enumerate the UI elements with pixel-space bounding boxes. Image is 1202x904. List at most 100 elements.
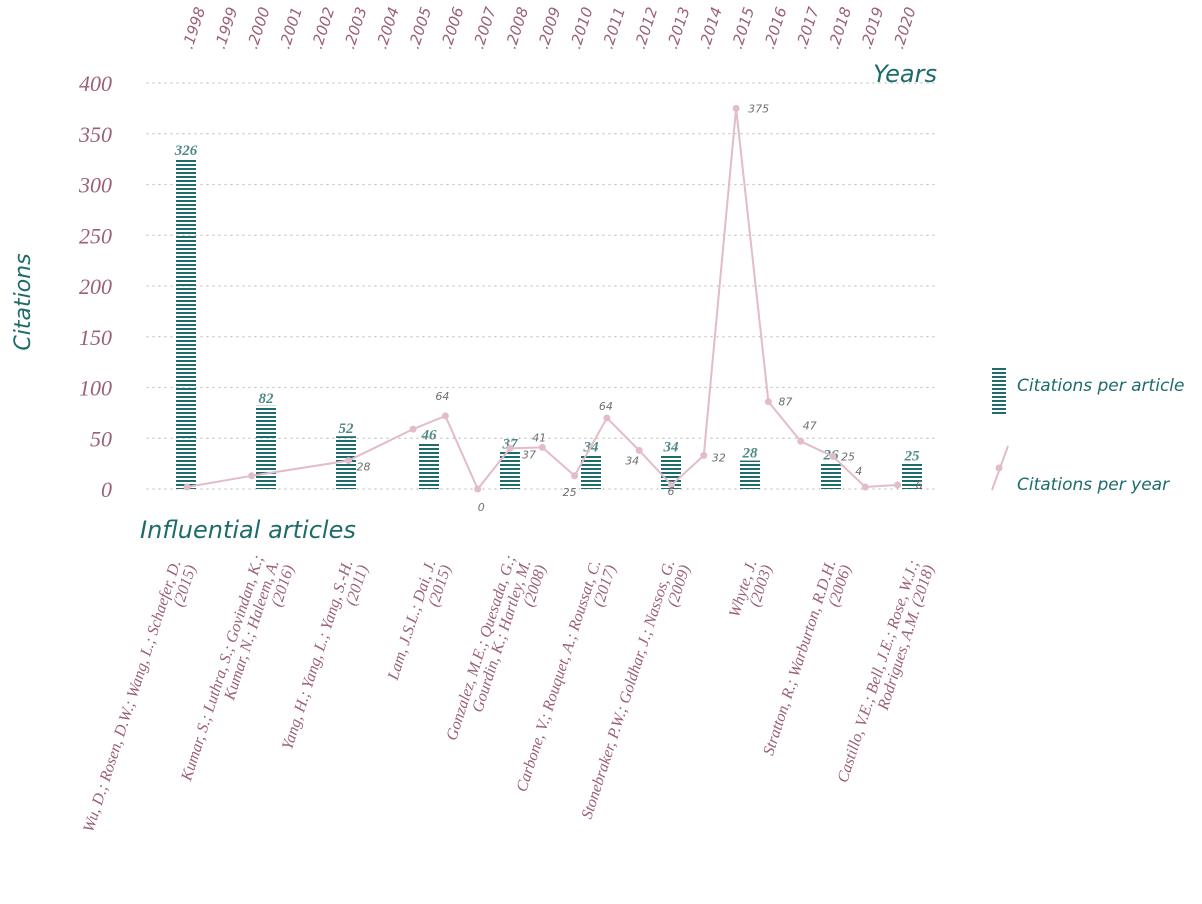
year-tick-label: .2015 xyxy=(728,5,758,51)
line-point xyxy=(894,481,902,489)
year-tick-label: .2007 xyxy=(469,4,500,51)
line-point xyxy=(538,443,546,451)
y-tick-label: 250 xyxy=(79,223,112,248)
line-point xyxy=(668,481,675,489)
line-point xyxy=(603,414,611,422)
bar xyxy=(176,158,196,490)
article-label: Stratton, R.; Warburton, R.D.H.(2006) xyxy=(760,558,855,758)
year-tick-label: .2012 xyxy=(631,5,661,51)
line-point-label: 4 xyxy=(855,465,862,478)
legend-line-marker xyxy=(995,464,1003,472)
line-point-label: 32 xyxy=(712,452,726,465)
line-point xyxy=(183,483,191,491)
line-point xyxy=(506,444,514,452)
y-tick-label: 50 xyxy=(90,426,112,451)
x2-axis-title: Years xyxy=(873,60,937,88)
y-tick-label: 350 xyxy=(78,122,112,147)
year-tick-label: .2000 xyxy=(243,5,273,51)
line-point xyxy=(797,437,805,445)
y-tick-label: 200 xyxy=(79,274,112,299)
year-tick-label: .2002 xyxy=(308,5,338,51)
article-label-line: Gonzalez, M.E.; Quesada, G.; xyxy=(443,553,519,743)
bar-value-label: 46 xyxy=(421,427,438,443)
line-point-label: 28 xyxy=(357,461,371,474)
year-tick-label: .2009 xyxy=(534,5,564,51)
line-point-label: 375 xyxy=(748,102,769,115)
bar xyxy=(902,463,922,489)
line-point xyxy=(248,472,256,480)
article-label: Whyte, J.(2003) xyxy=(726,558,776,619)
year-tick-label: .2001 xyxy=(276,5,306,51)
y-tick-label: 100 xyxy=(79,376,112,401)
line-point xyxy=(764,398,772,406)
year-tick-label: .2017 xyxy=(792,4,823,51)
bar-value-label: 25 xyxy=(904,449,921,465)
year-tick-label: .2010 xyxy=(566,5,596,51)
line-point-label: 34 xyxy=(625,454,639,467)
bar xyxy=(821,462,841,489)
year-tick-label: .2006 xyxy=(437,5,467,51)
article-label-line: Lam, J.S.L.; Dai, J. xyxy=(385,558,440,683)
y-tick-label: 150 xyxy=(79,325,112,350)
year-tick-label: .2003 xyxy=(340,5,370,51)
year-tick-label: .2011 xyxy=(599,5,629,51)
year-tick-label: .2014 xyxy=(695,5,725,51)
line-point xyxy=(571,472,579,480)
article-label: Wu, D.; Rosen, D.W.; Wang, L.; Schaefer,… xyxy=(80,558,199,834)
line-point-label: 64 xyxy=(435,390,449,403)
bar xyxy=(740,460,760,489)
year-tick-label: .2004 xyxy=(372,5,402,51)
line-point-label: 37 xyxy=(522,448,536,461)
line-point xyxy=(861,483,869,491)
line-point xyxy=(409,425,417,433)
x-axis-title: Influential articles xyxy=(140,516,356,544)
year-axis-ticks: .1998.1999.2000.2001.2002.2003.2004.2005… xyxy=(179,4,920,51)
article-label: Yang, H.; Yang, L.; Yang, S.-H.(2011) xyxy=(279,558,372,752)
article-label: Castillo, V.E.; Bell, J.E.; Rose, W.J.;R… xyxy=(834,558,937,785)
y-axis-title: Citations xyxy=(11,253,36,350)
gridlines xyxy=(146,82,938,490)
legend-line-label: Citations per year xyxy=(1017,475,1170,495)
article-labels: Wu, D.; Rosen, D.W.; Wang, L.; Schaefer,… xyxy=(80,553,937,834)
line-point-label: 0 xyxy=(478,501,485,514)
bar-value-label: 52 xyxy=(339,421,355,437)
article-label-line: Wu, D.; Rosen, D.W.; Wang, L.; Schaefer,… xyxy=(80,558,184,834)
y-tick-label: 0 xyxy=(101,477,112,502)
line-point-label: 87 xyxy=(778,396,792,409)
bar-value-label: 326 xyxy=(174,143,198,159)
legend: Citations per article Citations per year xyxy=(991,366,1184,495)
article-label: Gonzalez, M.E.; Quesada, G.;Gourdin, K.;… xyxy=(443,553,549,743)
year-tick-label: .2016 xyxy=(760,5,790,51)
line-point-label: 41 xyxy=(532,431,546,444)
year-tick-label: .2008 xyxy=(502,5,532,51)
line-point xyxy=(635,446,643,454)
line-point xyxy=(700,452,708,460)
line-point-label: 6 xyxy=(668,485,675,498)
legend-bar-swatch xyxy=(992,366,1006,416)
article-label: Lam, J.S.L.; Dai, J.(2015) xyxy=(385,558,455,683)
line-point xyxy=(829,453,837,461)
year-tick-label: .2018 xyxy=(825,5,855,51)
bar xyxy=(256,405,276,489)
line-point-label: 47 xyxy=(803,419,817,432)
line-point-label: 6 xyxy=(916,479,923,492)
line-point xyxy=(441,412,449,420)
bar-value-label: 82 xyxy=(259,391,275,407)
line-point-label: 25 xyxy=(563,486,577,499)
line-point-label: 25 xyxy=(841,451,855,464)
article-label-line: Castillo, V.E.; Bell, J.E.; Rose, W.J.; xyxy=(834,558,922,785)
legend-bar-label: Citations per article xyxy=(1017,376,1184,396)
line-point xyxy=(732,104,740,112)
line-point xyxy=(474,485,482,493)
year-tick-label: .2020 xyxy=(889,5,919,51)
bar-value-label: 34 xyxy=(663,439,680,455)
year-tick-label: .2019 xyxy=(857,5,887,51)
year-tick-label: .2005 xyxy=(405,5,435,51)
y-tick-label: 400 xyxy=(79,71,112,96)
y-tick-label: 300 xyxy=(78,173,112,198)
bar-value-label: 28 xyxy=(742,446,759,462)
year-tick-label: .2013 xyxy=(663,5,693,51)
article-label: Kumar, S.; Luthra, S.; Govindan, K.;Kuma… xyxy=(178,553,298,784)
